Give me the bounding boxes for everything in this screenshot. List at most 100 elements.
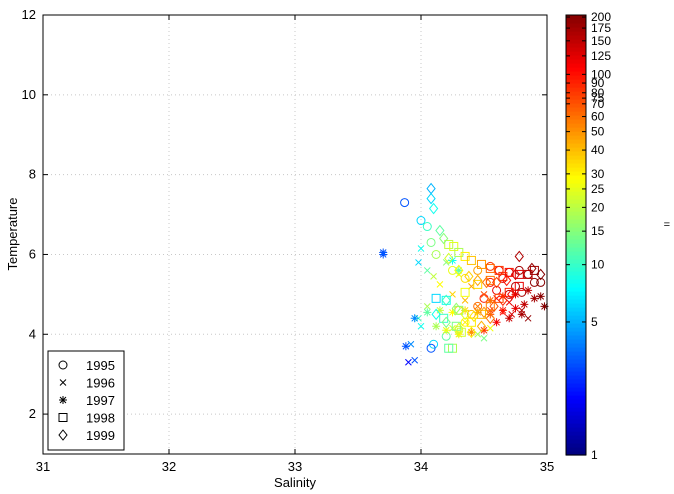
legend-label: 1997 (86, 393, 115, 408)
data-point (536, 292, 545, 301)
colorbar-segment (566, 235, 586, 240)
colorbar-segment (566, 39, 586, 44)
data-point (461, 306, 470, 315)
colorbar-segment (566, 91, 586, 96)
colorbar-segment (566, 179, 586, 184)
y-tick-label: 12 (22, 7, 36, 22)
data-point (417, 245, 425, 252)
colorbar-segment (566, 103, 586, 108)
data-point (431, 293, 441, 303)
colorbar-segment (566, 319, 586, 324)
y-tick-label: 6 (29, 246, 36, 261)
colorbar-segment (566, 215, 586, 220)
colorbar-segment (566, 63, 586, 68)
colorbar-segment (566, 275, 586, 280)
data-point (474, 302, 482, 310)
colorbar-segment (566, 327, 586, 332)
colorbar-segment (566, 359, 586, 364)
data-point (444, 343, 454, 353)
colorbar-segment (566, 143, 586, 148)
data-point (400, 198, 410, 208)
data-point (448, 308, 457, 317)
data-point (485, 312, 495, 325)
colorbar-segment (566, 247, 586, 252)
data-point (426, 237, 436, 247)
data-point (431, 308, 441, 321)
colorbar-segment (566, 163, 586, 168)
data-point (442, 259, 450, 266)
data-point (442, 326, 451, 335)
data-point (441, 316, 451, 329)
colorbar-tick-label: 20 (591, 200, 605, 214)
colorbar-segment (566, 451, 586, 456)
colorbar-segment (566, 151, 586, 156)
colorbar: 1510152025304050607075809010012515017520… (565, 10, 611, 462)
colorbar-segment (566, 127, 586, 132)
colorbar-tick-label: 100 (591, 67, 611, 81)
x-tick-label: 34 (414, 459, 428, 474)
data-point (432, 322, 441, 331)
colorbar-segment (566, 355, 586, 360)
legend: 1995 1996 1997 1998 1999 (47, 350, 125, 451)
colorbar-segment (566, 251, 586, 256)
colorbar-tick-label: 200 (591, 10, 611, 24)
data-point (494, 293, 504, 303)
data-point (476, 320, 487, 333)
data-point (479, 293, 489, 303)
colorbar-label-fragment: = (664, 219, 670, 231)
colorbar-segment (566, 375, 586, 380)
data-point (460, 308, 470, 321)
colorbar-tick-label: 90 (591, 76, 605, 90)
legend-marker-square (58, 413, 68, 422)
y-tick-label: 4 (29, 326, 36, 341)
colorbar-segment (566, 431, 586, 436)
data-point (486, 310, 495, 319)
data-point (485, 263, 495, 273)
colorbar-segment (566, 111, 586, 116)
colorbar-segment (566, 123, 586, 128)
data-point (486, 296, 495, 305)
colorbar-tick-label: 125 (591, 49, 611, 63)
colorbar-segment (566, 107, 586, 112)
colorbar-tick-label: 60 (591, 110, 605, 124)
data-point (426, 182, 436, 195)
legend-label: 1995 (86, 358, 115, 373)
data-point (520, 300, 529, 309)
data-point (461, 296, 469, 304)
data-point (422, 222, 432, 232)
data-point (514, 250, 524, 263)
data-point (540, 302, 549, 311)
colorbar-segment (566, 263, 586, 268)
colorbar-segment (566, 335, 586, 340)
colorbar-segment (566, 447, 586, 452)
colorbar-segment (566, 295, 586, 300)
colorbar-segment (566, 167, 586, 172)
legend-marker-diamond (58, 429, 68, 441)
colorbar-segment (566, 159, 586, 164)
data-point (430, 273, 437, 280)
data-point (460, 317, 470, 327)
colorbar-segment (566, 223, 586, 228)
data-point (473, 279, 483, 289)
colorbar-segment (566, 443, 586, 448)
series-1999 (426, 182, 546, 339)
colorbar-tick-label: 25 (591, 182, 605, 196)
colorbar-segment (566, 139, 586, 144)
data-point (410, 314, 419, 323)
data-point (416, 216, 426, 226)
data-point (498, 294, 508, 307)
data-point (476, 259, 486, 269)
colorbar-segment (566, 155, 586, 160)
colorbar-segment (566, 95, 586, 100)
colorbar-segment (566, 387, 586, 392)
colorbar-segment (566, 67, 586, 72)
colorbar-tick-label: 5 (591, 315, 598, 329)
data-point (481, 276, 492, 289)
colorbar-segment (566, 203, 586, 208)
data-point (435, 306, 444, 315)
colorbar-segment (566, 15, 586, 20)
data-point (426, 192, 436, 205)
colorbar-tick-label: 15 (591, 224, 605, 238)
colorbar-segment (566, 207, 586, 212)
colorbar-tick-label: 150 (591, 34, 611, 48)
